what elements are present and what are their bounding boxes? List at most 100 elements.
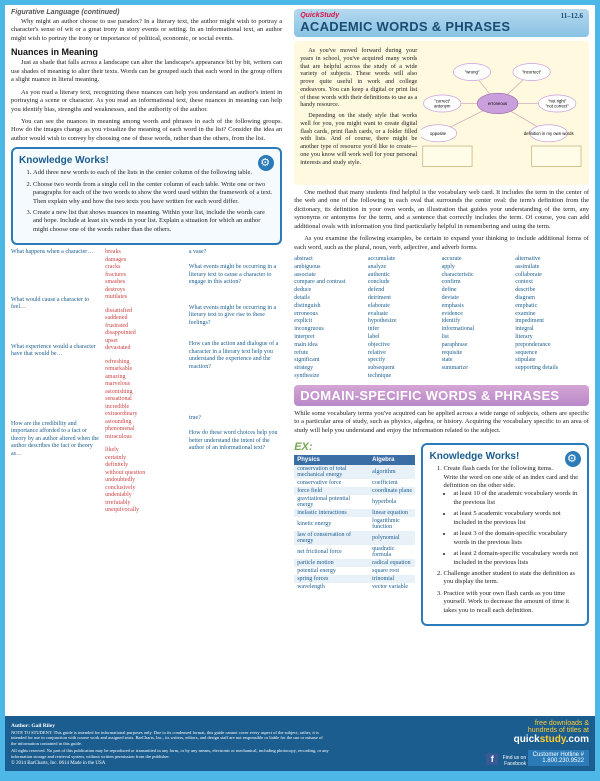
q2: What would cause a character to feel…: [11, 297, 99, 312]
kbox2-b2: at least 5 academic vocabulary words not…: [453, 510, 581, 527]
svg-text:"not right": "not right": [548, 99, 567, 104]
a4: true? How do these word choices help you…: [189, 415, 282, 453]
word-item: integral: [515, 326, 589, 334]
word-item: define: [442, 287, 516, 295]
diagram-p1: As you've moved forward during your year…: [300, 47, 417, 109]
word-item: requisite: [442, 350, 516, 358]
table-row: potential energysquare root: [294, 567, 415, 575]
word-item: sequence: [515, 350, 589, 358]
kbox2-title: Knowledge Works!: [429, 451, 581, 462]
word-item: supporting details: [515, 365, 589, 373]
word-item: associate: [294, 272, 368, 280]
svg-text:erroneous: erroneous: [488, 101, 507, 106]
para-domain: While some vocabulary terms you've acqui…: [294, 410, 589, 435]
knowledge-box-1: Knowledge Works! Add three new words to …: [11, 147, 282, 245]
a3: How can the action and dialogue of a cha…: [189, 341, 282, 371]
domain-table: PhysicsAlgebra conservation of total mec…: [294, 455, 415, 591]
word-item: ambiguous: [294, 264, 368, 272]
word-item: examine: [515, 311, 589, 319]
word-item: state: [442, 357, 516, 365]
word-item: defend: [368, 287, 442, 295]
rights: All rights reserved. No part of this pub…: [11, 748, 329, 759]
word-item: describe: [515, 287, 589, 295]
para-forms: As you examine the following examples, b…: [294, 235, 589, 252]
kbox2-b4: at least 2 domain-specific vocabulary wo…: [453, 550, 581, 567]
word-item: authentic: [368, 272, 442, 280]
academic-header: 11–12.6 QuickStudy ACADEMIC WORDS & PHRA…: [294, 9, 589, 37]
svg-text:"not correct": "not correct": [546, 104, 570, 109]
fb-text: Find us on Facebook: [503, 755, 526, 767]
para-webcard: One method that many students find helpf…: [294, 189, 589, 231]
q3: What experience would a character have t…: [11, 344, 99, 359]
word-item: paraphrase: [442, 342, 516, 350]
w3: refreshing remarkable amazing marvelous …: [105, 359, 183, 442]
word-item: analyze: [368, 264, 442, 272]
svg-text:"wrong": "wrong": [465, 70, 480, 75]
word-item: collaborate: [515, 272, 589, 280]
word-item: impediment: [515, 318, 589, 326]
word-item: details: [294, 295, 368, 303]
word-item: explicit: [294, 318, 368, 326]
word-item: summarize: [442, 365, 516, 373]
downloads-text: free downloads & hundreds of titles at: [486, 720, 589, 734]
word-item: accumulate: [368, 256, 442, 264]
diagram-box: As you've moved forward during your year…: [294, 41, 589, 185]
table-row: conservation of total mechanical energya…: [294, 465, 415, 479]
word-item: literary: [515, 334, 589, 342]
kbox1-item1: Add three new words to each of the lists…: [33, 169, 274, 177]
fig-lang-continued: Figurative Language (continued): [11, 9, 282, 16]
word-item: list: [442, 334, 516, 342]
kbox1-item2: Choose two words from a single cell in t…: [33, 181, 274, 206]
svg-text:definition in my own words: definition in my own words: [524, 131, 574, 136]
nuances-title: Nuances in Meaning: [11, 47, 282, 57]
word-item: emphatic: [515, 303, 589, 311]
kbox1-item3: Create a new list that shows nuances in …: [33, 209, 274, 234]
table-row: law of conservation of energypolynomial: [294, 531, 415, 545]
para-n3: You can see the nuances in meaning among…: [11, 118, 282, 143]
gear-icon: [565, 451, 581, 467]
right-column: 11–12.6 QuickStudy ACADEMIC WORDS & PHRA…: [288, 5, 595, 716]
word-item: main idea: [294, 342, 368, 350]
word-item: abstract: [294, 256, 368, 264]
word-item: erroneous: [294, 311, 368, 319]
table-row: net frictional forcequadratic formula: [294, 545, 415, 559]
note: NOTE TO STUDENT: This guide is intended …: [11, 730, 329, 746]
table-row: force fieldcoordinate plane: [294, 487, 415, 495]
word-item: elaborate: [368, 303, 442, 311]
ex-label: EX:: [294, 441, 415, 453]
w1: breaks damages cracks fractures smashes …: [105, 249, 183, 302]
word-item: evaluate: [368, 311, 442, 319]
facebook-icon[interactable]: f: [486, 753, 498, 765]
para-n2: As you read a literary text, recognizing…: [11, 89, 282, 114]
word-item: deviate: [442, 295, 516, 303]
table-row: wavelengthvector variable: [294, 583, 415, 591]
diagram-p2: Depending on the study style that works …: [300, 112, 417, 166]
q1: What happens when a character…: [11, 249, 99, 257]
academic-title: ACADEMIC WORDS & PHRASES: [300, 19, 583, 34]
table-row: particle motionradical equation: [294, 559, 415, 567]
word-item: interpret: [294, 334, 368, 342]
footer: Author: Gail Riley NOTE TO STUDENT: This…: [5, 716, 595, 771]
standard-code: 11–12.6: [561, 12, 583, 20]
hotline: Customer Hotline # 1.800.230.9522: [528, 750, 589, 766]
word-item: emphasis: [442, 303, 516, 311]
word-item: label: [368, 334, 442, 342]
word-item: preponderance: [515, 342, 589, 350]
table-row: gravitational potential energyhyperbola: [294, 495, 415, 509]
th-algebra: Algebra: [369, 455, 415, 465]
word-item: technique: [368, 373, 442, 381]
kbox2-b3: at least 3 of the domain-specific vocabu…: [453, 530, 581, 547]
word-item: incongruous: [294, 326, 368, 334]
quickstudy-label: QuickStudy: [300, 12, 583, 19]
word-item: apply: [442, 264, 516, 272]
svg-text:opposite: opposite: [430, 131, 447, 136]
kbox2-b1: at least 10 of the academic vocabulary w…: [453, 490, 581, 507]
svg-text:"incorrect": "incorrect": [522, 70, 542, 75]
word-item: compare and contrast: [294, 279, 368, 287]
quickstudy-logo: quickquickstudy.comstudy.com: [486, 734, 589, 745]
word-item: synthesize: [294, 373, 368, 381]
nuance-table: What happens when a character… What woul…: [11, 249, 282, 521]
word-item: objective: [368, 342, 442, 350]
word-item: deduce: [294, 287, 368, 295]
copyright: © 2014 BarCharts, Inc. 0614 Made in the …: [11, 761, 329, 767]
